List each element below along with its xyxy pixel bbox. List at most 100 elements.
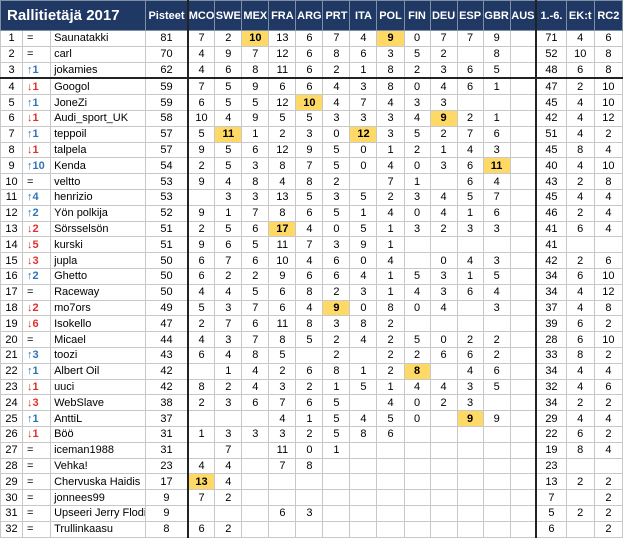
cell: 2	[456, 331, 484, 348]
player-name: WebSlave	[50, 394, 147, 412]
cell: 8	[187, 378, 216, 396]
cell: 6	[241, 252, 270, 269]
cell: 5	[241, 94, 270, 111]
cell: 3	[482, 252, 511, 269]
cell: 5	[322, 425, 351, 443]
cell	[509, 141, 538, 159]
cell: 45	[535, 141, 567, 159]
cell: 6	[593, 30, 623, 47]
cell: 2	[593, 504, 623, 522]
cell: 7	[241, 204, 270, 222]
cell: 3	[482, 299, 511, 317]
cell: 41	[535, 220, 567, 238]
cell: 4	[349, 331, 378, 348]
cell: 6	[268, 299, 297, 317]
cell: 5	[322, 204, 351, 222]
cell: 17	[145, 473, 189, 491]
cell: 6	[456, 61, 484, 80]
cell	[509, 283, 538, 301]
cell	[376, 520, 405, 538]
cell: 2	[565, 504, 595, 522]
cell: 4	[593, 441, 623, 459]
cell	[295, 473, 324, 491]
cell: 5	[403, 331, 431, 348]
cell	[349, 504, 378, 522]
cell: 26	[0, 425, 24, 443]
cell: 0	[322, 125, 351, 143]
cell: 4	[565, 188, 595, 206]
cell	[456, 489, 484, 506]
table-row: 24 ↓3 WebSlave 38 2 3 6 7 6 5 4 0 2 3 34 2 2	[0, 394, 623, 412]
cell: 9	[482, 410, 511, 427]
cell: 9	[349, 236, 378, 254]
cell: 4	[593, 362, 623, 380]
cell: 3	[0, 61, 24, 80]
cell: 22	[535, 425, 567, 443]
cell: 3	[376, 45, 405, 63]
table-row: 7 ↑1 teppoil 57 5 11 1 2 3 0 12 3 5 2 7 6 51 4 2	[0, 125, 623, 143]
cell: 8	[0, 141, 24, 159]
cell: 33	[535, 346, 567, 364]
cell: 4	[268, 410, 297, 427]
cell	[376, 504, 405, 522]
cell: 2	[187, 220, 216, 238]
cell: 28	[535, 331, 567, 348]
cell	[187, 362, 216, 380]
cell: 3	[429, 94, 458, 111]
cell	[376, 457, 405, 475]
change: ↓1	[22, 141, 52, 159]
cell: 43	[145, 346, 189, 364]
cell	[349, 489, 378, 506]
cell: 34	[535, 267, 567, 285]
cell: 9	[214, 45, 243, 63]
cell	[403, 315, 431, 333]
cell: 8	[241, 173, 270, 190]
cell: 1	[349, 61, 378, 80]
cell: 4	[187, 61, 216, 80]
cell	[509, 362, 538, 380]
cell: 2	[268, 362, 297, 380]
player-name: Chervuska Haidis	[50, 473, 147, 491]
cell: 6	[565, 220, 595, 238]
cell: 0	[295, 441, 324, 459]
cell: 0	[403, 157, 431, 175]
cell: 3	[456, 378, 484, 396]
cell	[509, 425, 538, 443]
cell: 5	[322, 394, 351, 412]
change: ↑1	[22, 61, 52, 80]
cell	[509, 236, 538, 254]
cell: 9	[241, 77, 270, 96]
cell: 34	[535, 394, 567, 412]
cell: 23	[145, 457, 189, 475]
cell: 45	[535, 94, 567, 111]
cell: 2	[0, 45, 24, 63]
cell: 54	[145, 157, 189, 175]
cell: 24	[0, 394, 24, 412]
change: ↓5	[22, 236, 52, 254]
header-row: Rallitietäjä 2017 Pisteet MCO SWE MEX FRA ARG P…	[0, 0, 623, 31]
cell: 5	[295, 109, 324, 127]
cell: 1	[429, 141, 458, 159]
cell: 0	[403, 77, 431, 96]
cell: 2	[429, 220, 458, 238]
cell: 8	[376, 299, 405, 317]
cell: 8	[376, 77, 405, 96]
cell	[456, 299, 484, 317]
cell	[214, 410, 243, 427]
change: ↓1	[22, 109, 52, 127]
cell: 7	[268, 457, 297, 475]
cell: 3	[403, 188, 431, 206]
player-name: Audi_sport_UK	[50, 109, 147, 127]
cell: 81	[145, 30, 189, 47]
cell	[456, 315, 484, 333]
cell: 6	[565, 425, 595, 443]
cell: 4	[241, 362, 270, 380]
cell: 42	[535, 252, 567, 269]
cell	[429, 457, 458, 475]
cell	[509, 252, 538, 269]
cell: 0	[322, 220, 351, 238]
cell: 6	[241, 315, 270, 333]
cell: 7	[187, 77, 216, 96]
cell: 51	[535, 125, 567, 143]
cell	[509, 267, 538, 285]
